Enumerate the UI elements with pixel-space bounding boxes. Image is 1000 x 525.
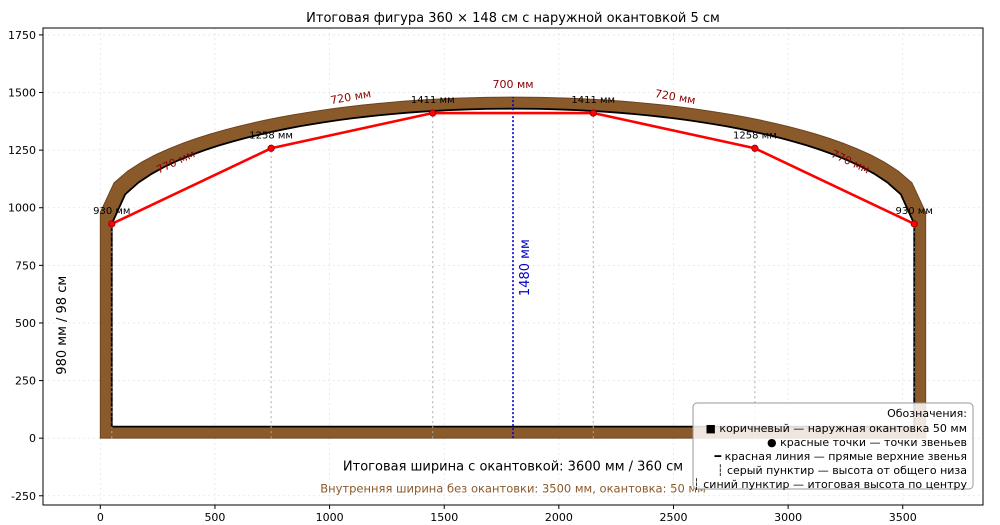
legend-entry: ┆ синий пунктир — итоговая высота по цен…: [693, 478, 967, 491]
side-height-label: 980 мм / 98 см: [55, 276, 70, 375]
segment-point: [429, 109, 437, 117]
y-tick-label: 250: [15, 375, 36, 388]
x-tick-label: 3500: [889, 511, 917, 524]
x-tick-label: 500: [204, 511, 225, 524]
segment-point: [589, 109, 597, 117]
segment-length-label: 720 мм: [329, 87, 372, 107]
legend-entry: ■ коричневый — наружная окантовка 50 мм: [706, 422, 967, 435]
point-height-label: 1411 мм: [571, 95, 615, 106]
total-width-label: Итоговая ширина с окантовкой: 3600 мм / …: [343, 459, 683, 474]
legend: Обозначения: ■ коричневый — наружная окан…: [692, 402, 974, 491]
axes-frame: [42, 27, 984, 506]
inner-arc-outline: [110, 107, 916, 428]
legend-entry: ━ красная линия — прямые верхние звенья: [714, 450, 968, 463]
point-height-label: 1258 мм: [733, 130, 777, 141]
segment-length-label: 700 мм: [492, 78, 533, 91]
point-height-label: 1258 мм: [249, 130, 293, 141]
center-height-label: 1480 мм: [518, 239, 533, 296]
segment-point: [108, 220, 116, 228]
point-height-label: 1411 мм: [411, 95, 455, 106]
y-tick-label: 1750: [8, 29, 36, 42]
segment-length-label: 720 мм: [654, 87, 697, 107]
segment-point: [751, 144, 759, 152]
point-height-label: 930 мм: [93, 206, 130, 217]
legend-entry: ┆ серый пунктир — высота от общего низа: [717, 464, 967, 477]
legend-box: [692, 402, 974, 490]
x-tick-label: 2500: [659, 511, 687, 524]
inner-width-note: Внутренняя ширина без окантовки: 3500 мм…: [320, 481, 706, 495]
y-tick-label: 500: [15, 317, 36, 330]
x-tick-label: 1000: [316, 511, 344, 524]
legend-title: Обозначения:: [887, 407, 967, 420]
x-tick-label: 2000: [545, 511, 573, 524]
y-tick-label: 0: [29, 432, 36, 445]
y-tick-label: -250: [11, 490, 36, 503]
x-tick-label: 1500: [430, 511, 458, 524]
legend-entry: ● красные точки — точки звеньев: [767, 436, 967, 449]
y-tick-label: 1500: [8, 87, 36, 100]
axes: 0 500 1000 1500 2000 2500 3000 3500 -250 0 250 500 7…: [8, 27, 984, 524]
segment-point: [267, 144, 275, 152]
y-tick-label: 1250: [8, 144, 36, 157]
x-tick-label: 3000: [774, 511, 802, 524]
chart-title: Итоговая фигура 360 × 148 см с наружной …: [306, 11, 720, 26]
y-tick-label: 750: [15, 259, 36, 272]
plot-area: 1480 мм 930 мм 1258 мм 1411 мм 1411 мм 1258 м…: [55, 78, 933, 495]
x-tick-label: 0: [97, 511, 104, 524]
y-tick-label: 1000: [8, 202, 36, 215]
segment-point: [910, 220, 918, 228]
point-height-label: 930 мм: [896, 206, 933, 217]
segment-polyline: [111, 111, 915, 226]
